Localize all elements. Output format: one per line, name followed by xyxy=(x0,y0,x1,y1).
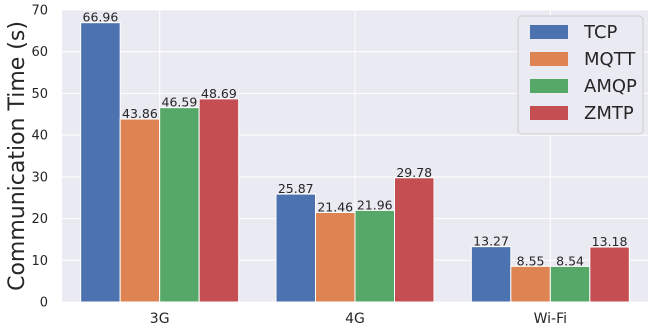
x-axis-ticks: 3G 4G Wi-Fi xyxy=(150,311,567,327)
legend-label: ZMTP xyxy=(584,103,634,124)
data-label: 66.96 xyxy=(83,10,119,25)
y-tick-label: 30 xyxy=(31,170,48,185)
bars xyxy=(80,22,630,303)
data-label: 21.46 xyxy=(317,199,353,214)
legend-label: TCP xyxy=(583,22,618,43)
legend-label: MQTT xyxy=(584,49,636,70)
x-tick-label: 4G xyxy=(345,311,365,327)
bar-tcp xyxy=(470,246,512,303)
data-label: 13.18 xyxy=(592,234,628,249)
legend-swatch xyxy=(530,25,568,39)
y-axis-label: Communication Time (s) xyxy=(5,21,30,291)
bar-mqtt xyxy=(510,265,551,303)
data-labels: 66.96 25.87 13.27 43.86 21.46 8.55 46.59 21.96 8… xyxy=(83,10,628,269)
bar-mqtt xyxy=(119,118,161,303)
bar-tcp xyxy=(80,22,121,303)
bar-zmtp xyxy=(394,177,435,303)
bar-mqtt xyxy=(315,211,356,303)
y-tick-label: 60 xyxy=(31,45,48,60)
bar-amqp xyxy=(549,265,591,303)
bar-tcp xyxy=(275,193,316,303)
data-label: 29.78 xyxy=(396,165,432,180)
data-label: 48.69 xyxy=(201,86,237,101)
x-tick-label: Wi-Fi xyxy=(534,311,567,327)
data-label: 43.86 xyxy=(122,106,158,121)
legend-label: AMQP xyxy=(584,76,637,97)
legend-box xyxy=(517,15,644,135)
data-label: 25.87 xyxy=(278,181,314,196)
y-tick-label: 20 xyxy=(31,212,48,227)
data-label: 8.55 xyxy=(517,253,545,268)
bar-amqp xyxy=(354,209,395,303)
bar-zmtp xyxy=(198,98,240,303)
y-tick-label: 10 xyxy=(31,254,48,269)
y-tick-label: 40 xyxy=(31,129,48,144)
legend: TCP MQTT AMQP ZMTP xyxy=(517,15,644,135)
legend-swatch xyxy=(530,79,568,93)
y-axis-ticks: 0 10 20 30 40 50 60 70 xyxy=(31,4,48,311)
legend-swatch xyxy=(530,52,568,66)
data-label: 8.54 xyxy=(556,253,584,268)
bar-amqp xyxy=(159,107,200,303)
y-tick-label: 0 xyxy=(40,296,48,311)
data-label: 21.96 xyxy=(357,197,393,212)
data-label: 46.59 xyxy=(162,95,198,110)
y-tick-label: 50 xyxy=(31,87,48,102)
bar-zmtp xyxy=(589,246,630,303)
x-tick-label: 3G xyxy=(150,311,170,327)
legend-swatch xyxy=(530,106,568,120)
y-tick-label: 70 xyxy=(31,4,48,19)
data-label: 13.27 xyxy=(473,234,509,249)
